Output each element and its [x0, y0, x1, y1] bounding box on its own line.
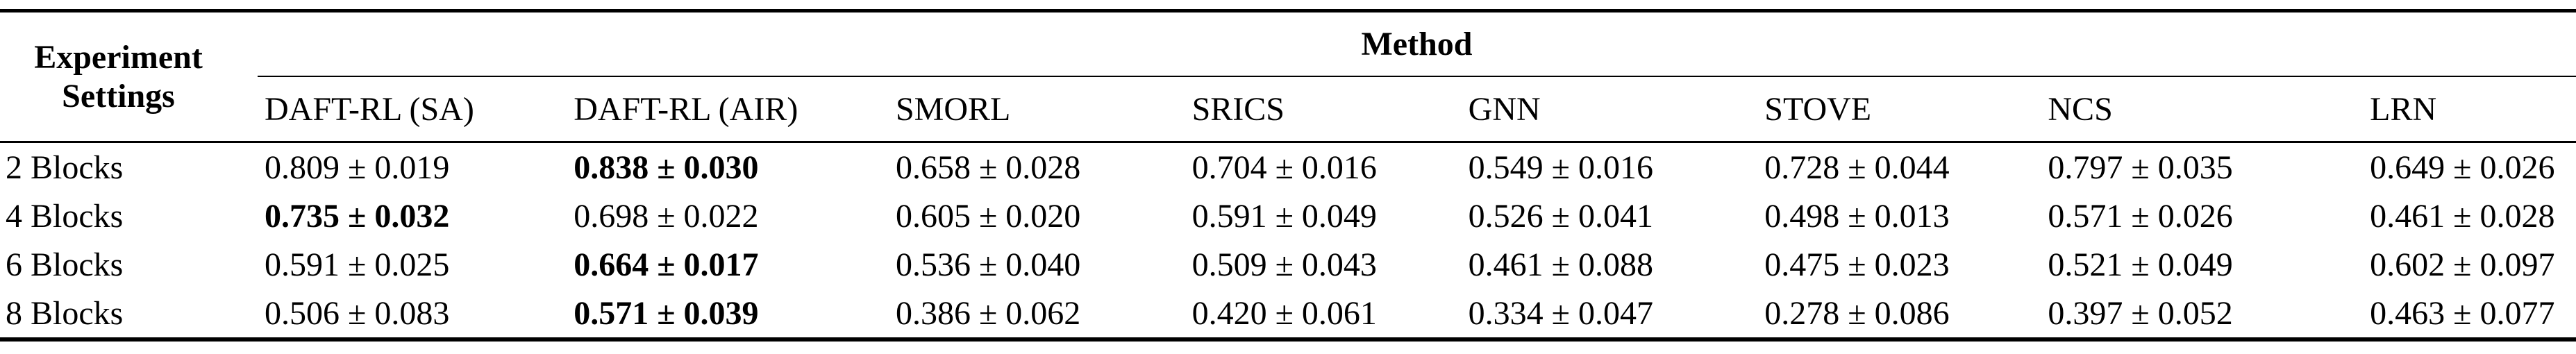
table-cell: 0.809 ± 0.019 — [265, 149, 450, 186]
table-cell: 0.591 ± 0.049 — [1191, 197, 1377, 235]
group-header-row: Experiment Settings Method — [0, 10, 2576, 115]
table-cell-best: 0.838 ± 0.030 — [574, 149, 759, 186]
table-header: Experiment Settings Method DAFT-RL (SA) … — [0, 10, 2576, 142]
column-header-smorl: SMORL — [895, 90, 1011, 128]
corner-header-experiment-settings: Experiment Settings — [0, 11, 258, 142]
table-cell: 0.549 ± 0.016 — [1468, 149, 1653, 186]
table-cell: 0.704 ± 0.016 — [1191, 149, 1377, 186]
table-cell: 0.797 ± 0.035 — [2048, 149, 2233, 186]
table-cell-best: 0.664 ± 0.017 — [574, 246, 759, 283]
table-cell-best: 0.571 ± 0.039 — [574, 294, 759, 332]
table-cell: 0.420 ± 0.061 — [1191, 294, 1377, 332]
table-cell: 0.498 ± 0.013 — [1764, 197, 1950, 235]
table-cell: 0.698 ± 0.022 — [574, 197, 759, 235]
table-body: 2 Blocks 0.809 ± 0.019 0.838 ± 0.030 0.6… — [0, 142, 2576, 340]
column-header-ncs: NCS — [2048, 90, 2113, 128]
table-cell-best: 0.735 ± 0.032 — [265, 197, 450, 235]
table-cell: 0.461 ± 0.028 — [2370, 197, 2555, 235]
table-cell: 0.526 ± 0.041 — [1468, 197, 1653, 235]
table-cell: 0.461 ± 0.088 — [1468, 246, 1653, 283]
table-cell: 0.386 ± 0.062 — [895, 294, 1081, 332]
column-header-lrn: LRN — [2370, 90, 2437, 128]
table-cell: 0.658 ± 0.028 — [895, 149, 1081, 186]
table-cell: 0.649 ± 0.026 — [2370, 149, 2555, 186]
table-cell: 0.475 ± 0.023 — [1764, 246, 1950, 283]
column-header-row: DAFT-RL (SA) DAFT-RL (AIR) SMORL SRICS G… — [0, 76, 2576, 142]
row-label: 8 Blocks — [6, 294, 124, 332]
table-cell: 0.591 ± 0.025 — [265, 246, 450, 283]
table-cell: 0.463 ± 0.077 — [2370, 294, 2555, 332]
table-cell: 0.521 ± 0.049 — [2048, 246, 2233, 283]
table-row-4-blocks: 4 Blocks 0.735 ± 0.032 0.698 ± 0.022 0.6… — [0, 192, 2576, 240]
column-header-daft-rl-air: DAFT-RL (AIR) — [574, 90, 798, 128]
table-row-2-blocks: 2 Blocks 0.809 ± 0.019 0.838 ± 0.030 0.6… — [0, 142, 2576, 192]
table-cell: 0.278 ± 0.086 — [1764, 294, 1950, 332]
table-cell: 0.536 ± 0.040 — [895, 246, 1081, 283]
table-row-6-blocks: 6 Blocks 0.591 ± 0.025 0.664 ± 0.017 0.5… — [0, 240, 2576, 289]
table-cell: 0.571 ± 0.026 — [2048, 197, 2233, 235]
table-cell: 0.397 ± 0.052 — [2048, 294, 2233, 332]
table-cell: 0.509 ± 0.043 — [1191, 246, 1377, 283]
column-header-gnn: GNN — [1468, 90, 1541, 128]
table-cell: 0.506 ± 0.083 — [265, 294, 450, 332]
method-group-header: Method — [258, 10, 2576, 77]
table-cell: 0.605 ± 0.020 — [895, 197, 1081, 235]
column-header-srics: SRICS — [1191, 90, 1285, 128]
table-row-8-blocks: 8 Blocks 0.506 ± 0.083 0.571 ± 0.039 0.3… — [0, 289, 2576, 339]
corner-header-line1: Experiment — [34, 38, 203, 76]
row-label: 6 Blocks — [6, 246, 124, 283]
table-cell: 0.334 ± 0.047 — [1468, 294, 1653, 332]
row-label: 4 Blocks — [6, 197, 124, 235]
results-table: Experiment Settings Method DAFT-RL (SA) … — [0, 9, 2576, 342]
table-cell: 0.602 ± 0.097 — [2370, 246, 2555, 283]
corner-header-line2: Settings — [62, 77, 175, 115]
column-header-daft-rl-sa: DAFT-RL (SA) — [265, 90, 474, 128]
row-label: 2 Blocks — [6, 149, 124, 186]
table-cell: 0.728 ± 0.044 — [1764, 149, 1950, 186]
column-header-stove: STOVE — [1764, 90, 1872, 128]
